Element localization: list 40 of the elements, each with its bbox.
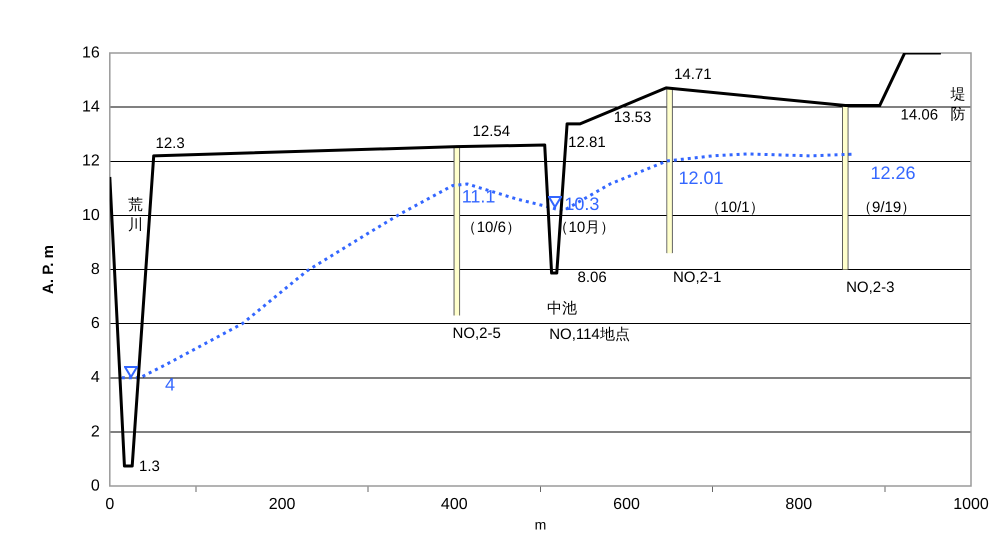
annotation: 12.81 [568,134,606,151]
data-label: 12.26 [870,163,916,184]
y-tick-label: 10 [82,206,100,224]
y-tick-label: 16 [82,44,100,62]
x-tick-label: 800 [785,496,812,514]
annotation: （9/19） [857,199,916,216]
data-label: 11.1 [462,186,496,207]
annotation: 8.06 [577,268,607,286]
y-tick-label: 8 [90,260,100,278]
annotation: NO,2-3 [846,279,894,296]
annotation: 荒川 [128,196,144,234]
annotation: （10月） [553,219,616,236]
annotation: 中池 [546,300,577,318]
x-tick-label: 200 [268,496,296,514]
annotation: 12.3 [155,135,185,152]
y-tick-label: 2 [90,423,100,440]
x-tick-label: 600 [613,496,640,514]
annotation: （10/6） [462,219,521,236]
y-tick-label: 4 [90,369,100,386]
x-axis-title: m [534,516,546,532]
annotation: NO,2-1 [672,268,722,286]
y-tick-label: 14 [82,98,100,116]
y-tick-label: 12 [82,152,100,170]
y-tick-label: 0 [90,477,100,494]
annotation: 1.3 [138,458,160,476]
annotation: 13.53 [614,109,652,126]
annotation: NO,114地点 [549,326,630,344]
data-label: 4 [164,374,175,395]
y-axis-title: A. P. m [40,245,58,294]
annotation: 12.54 [472,123,510,140]
x-tick-label: 0 [105,496,114,514]
annotation: 14.06 [900,106,938,124]
annotation: 14.71 [674,66,712,84]
annotation: （10/1） [705,199,765,216]
annotation: 堤防 [950,86,966,124]
data-label: 12.01 [678,168,724,188]
annotation: NO,2-5 [452,325,501,342]
x-tick-label: 1000 [953,496,989,514]
y-tick-label: 6 [90,315,100,332]
x-tick-label: 400 [440,496,468,514]
